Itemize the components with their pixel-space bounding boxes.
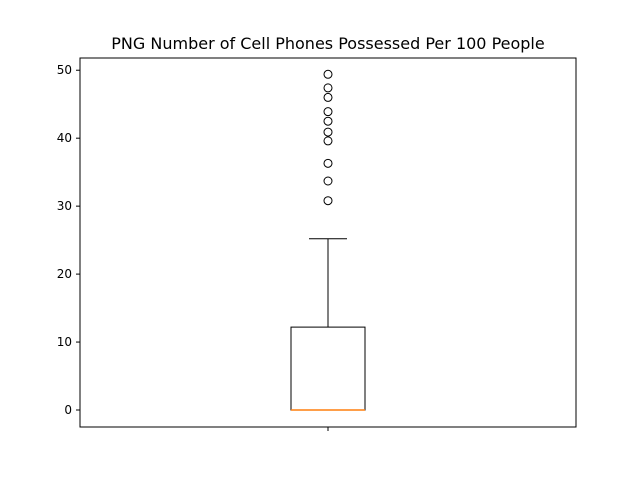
outlier-point	[323, 136, 333, 146]
y-tick-label: 0	[64, 403, 72, 417]
y-tick-label: 40	[57, 131, 72, 145]
outlier-point	[323, 116, 333, 126]
outlier-point	[323, 127, 333, 137]
y-tick-label: 50	[57, 63, 72, 77]
box-iqr	[290, 326, 366, 411]
outlier-point	[323, 176, 333, 186]
y-tick-label: 30	[57, 199, 72, 213]
y-tick-label: 10	[57, 335, 72, 349]
plot-area: 0 10 20 30 40 50	[57, 63, 366, 431]
outlier-point	[323, 107, 333, 117]
outlier-point	[323, 83, 333, 93]
outlier-point	[323, 69, 333, 79]
outlier-point	[323, 92, 333, 102]
y-tick-label: 20	[57, 267, 72, 281]
axes-frame	[79, 57, 577, 428]
outlier-point	[323, 196, 333, 206]
chart-title: PNG Number of Cell Phones Possessed Per …	[111, 34, 544, 53]
outlier-point	[323, 158, 333, 168]
